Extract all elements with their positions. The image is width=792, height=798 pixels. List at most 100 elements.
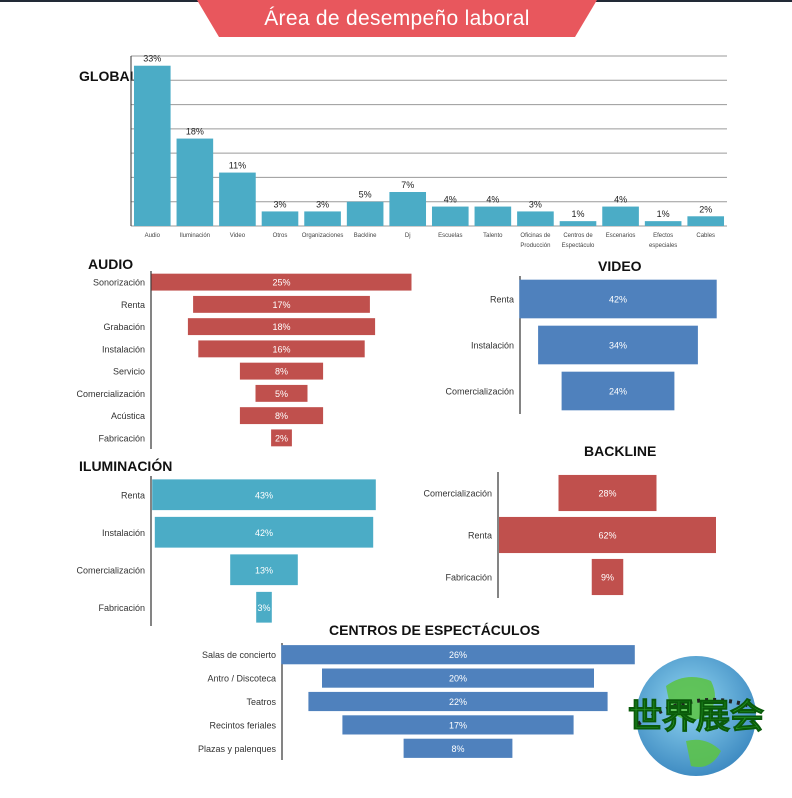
centros-bar bbox=[322, 668, 594, 688]
audio-bar bbox=[239, 407, 324, 425]
global-category-label: Escenarios bbox=[606, 233, 636, 239]
audio-category-label: Acústica bbox=[111, 411, 145, 421]
global-category-label: Cables bbox=[696, 233, 715, 239]
page-title: Área de desempeño laboral bbox=[264, 6, 530, 30]
global-bar-value-label: 1% bbox=[657, 209, 670, 219]
global-bar bbox=[559, 221, 597, 226]
audio-bar bbox=[239, 362, 324, 380]
centros-bar-value-label: 22% bbox=[449, 697, 467, 707]
audio-bar-value-label: 8% bbox=[275, 367, 288, 377]
global-category-label: Backline bbox=[354, 233, 377, 239]
global-category-label: Producción bbox=[520, 243, 550, 249]
global-bar-value-label: 4% bbox=[444, 195, 457, 205]
audio-bar bbox=[193, 295, 370, 313]
audio-category-label: Fabricación bbox=[98, 433, 145, 443]
backline-bar-value-label: 62% bbox=[598, 531, 616, 541]
audio-bar-value-label: 8% bbox=[275, 411, 288, 421]
iluminacion-category-label: Fabricación bbox=[98, 603, 145, 613]
iluminacion-chart-title: ILUMINACIÓN bbox=[79, 458, 173, 474]
audio-bar-value-label: 25% bbox=[272, 278, 290, 288]
audio-category-label: Instalación bbox=[102, 344, 145, 354]
video-category-label: Renta bbox=[490, 295, 514, 305]
audio-bar bbox=[198, 340, 365, 358]
centros-bar bbox=[403, 738, 513, 758]
centros-bar-value-label: 17% bbox=[449, 720, 467, 730]
centros-category-label: Antro / Discoteca bbox=[207, 674, 276, 684]
iluminacion-bar bbox=[152, 479, 376, 511]
global-bar-value-label: 3% bbox=[529, 199, 542, 209]
centros-bar-value-label: 20% bbox=[449, 674, 467, 684]
backline-bar bbox=[499, 516, 716, 554]
global-category-label: Otros bbox=[273, 233, 288, 239]
iluminacion-bar-value-label: 3% bbox=[257, 603, 270, 613]
iluminacion-category-label: Instalación bbox=[102, 528, 145, 538]
iluminacion-bar-value-label: 43% bbox=[255, 490, 273, 500]
global-category-label: Audio bbox=[145, 233, 161, 239]
global-bar bbox=[431, 206, 469, 226]
global-bar bbox=[304, 211, 341, 226]
centros-category-label: Plazas y palenques bbox=[198, 744, 277, 754]
backline-bar-value-label: 28% bbox=[598, 489, 616, 499]
audio-chart-title: AUDIO bbox=[88, 256, 134, 272]
global-bar bbox=[644, 221, 682, 226]
global-bar-value-label: 7% bbox=[401, 180, 414, 190]
centros-bar bbox=[281, 645, 635, 665]
audio-bar bbox=[187, 318, 376, 336]
global-bar-value-label: 3% bbox=[273, 199, 286, 209]
backline-bar bbox=[591, 558, 624, 596]
centros-category-label: Recintos feriales bbox=[209, 720, 276, 730]
global-bar bbox=[389, 192, 427, 226]
global-bar-value-label: 2% bbox=[699, 204, 712, 214]
video-bar bbox=[561, 371, 675, 411]
audio-category-label: Grabación bbox=[103, 322, 145, 332]
title-banner bbox=[197, 0, 597, 37]
centros-bar-value-label: 26% bbox=[449, 650, 467, 660]
video-bar-value-label: 34% bbox=[609, 341, 627, 351]
iluminacion-category-label: Renta bbox=[121, 490, 145, 500]
backline-category-label: Renta bbox=[468, 531, 492, 541]
global-bar bbox=[602, 206, 639, 226]
backline-bar bbox=[558, 474, 657, 512]
backline-chart-title: BACKLINE bbox=[584, 443, 657, 459]
centros-bar bbox=[308, 691, 608, 712]
centros-chart-title: CENTROS DE ESPECTÁCULOS bbox=[329, 622, 540, 638]
global-bar-value-label: 5% bbox=[359, 190, 372, 200]
audio-bar-value-label: 5% bbox=[275, 389, 288, 399]
iluminacion-bar bbox=[256, 591, 272, 623]
global-chart-title: GLOBAL bbox=[79, 68, 139, 84]
global-category-label: Iluminación bbox=[180, 233, 210, 239]
centros-bar bbox=[342, 715, 574, 735]
global-bar-value-label: 4% bbox=[486, 195, 499, 205]
global-category-label: Video bbox=[230, 233, 246, 239]
video-category-label: Comercialización bbox=[445, 387, 514, 397]
global-category-label: Escuelas bbox=[438, 233, 462, 239]
audio-bar bbox=[271, 429, 292, 447]
global-bar bbox=[346, 201, 384, 226]
audio-category-label: Renta bbox=[121, 300, 145, 310]
audio-bar-value-label: 2% bbox=[275, 433, 288, 443]
backline-bar-value-label: 9% bbox=[601, 573, 614, 583]
audio-bar bbox=[151, 273, 412, 291]
backline-category-label: Comercialización bbox=[423, 489, 492, 499]
global-bar bbox=[176, 138, 214, 226]
global-category-label: Dj bbox=[405, 233, 411, 239]
global-category-label: Centros de bbox=[563, 233, 593, 239]
global-bar-value-label: 1% bbox=[571, 209, 584, 219]
video-chart-title: VIDEO bbox=[598, 258, 642, 274]
global-bar-value-label: 18% bbox=[186, 127, 204, 137]
global-category-label: Organizaciones bbox=[302, 233, 344, 239]
iluminacion-bar-value-label: 42% bbox=[255, 528, 273, 538]
video-bar bbox=[519, 279, 717, 319]
logo-text: 世界展会 bbox=[628, 697, 764, 737]
video-bar bbox=[538, 325, 698, 365]
audio-category-label: Sonorización bbox=[93, 278, 145, 288]
video-bar-value-label: 42% bbox=[609, 295, 627, 305]
global-bar bbox=[517, 211, 554, 226]
audio-bar-value-label: 16% bbox=[272, 344, 290, 354]
video-category-label: Instalación bbox=[471, 341, 514, 351]
global-bar-value-label: 33% bbox=[143, 54, 161, 64]
global-category-label: Espectáculo bbox=[562, 243, 595, 249]
global-bar bbox=[219, 172, 256, 226]
global-bar-value-label: 11% bbox=[229, 161, 246, 171]
